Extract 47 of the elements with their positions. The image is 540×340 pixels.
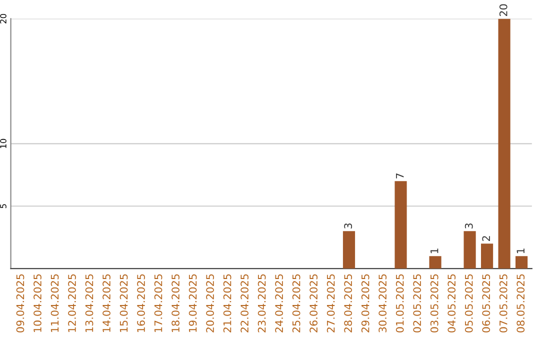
bar bbox=[464, 231, 476, 269]
x-tick-label: 13.04.2025 bbox=[85, 274, 94, 332]
x-tick-label: 01.05.2025 bbox=[396, 274, 404, 332]
data-label: 1 bbox=[516, 248, 524, 254]
x-tick-label: 03.05.2025 bbox=[430, 274, 438, 332]
x-tick-label: 15.04.2025 bbox=[120, 274, 128, 332]
x-tick-label: 11.04.2025 bbox=[50, 274, 59, 332]
x-tick-label: 24.04.2025 bbox=[275, 274, 283, 332]
data-label: 3 bbox=[344, 223, 352, 228]
x-tick-label: 19.04.2025 bbox=[188, 274, 197, 332]
bar bbox=[394, 181, 407, 269]
x-tick-label: 09.04.2025 bbox=[16, 274, 24, 332]
y-tick-label: 20 bbox=[0, 14, 6, 24]
data-label: 2 bbox=[482, 236, 490, 241]
bar bbox=[481, 244, 494, 269]
data-label: 20 bbox=[499, 4, 508, 16]
x-tick-label: 04.05.2025 bbox=[448, 274, 456, 332]
data-label: 1 bbox=[430, 248, 438, 254]
x-tick-label: 10.04.2025 bbox=[34, 274, 42, 332]
x-tick-label: 07.05.2025 bbox=[499, 274, 508, 332]
x-tick-label: 16.04.2025 bbox=[137, 274, 145, 332]
y-tick-label: 5 bbox=[0, 204, 6, 208]
data-label: 3 bbox=[464, 223, 473, 228]
bar bbox=[429, 256, 442, 269]
x-tick-label: 26.04.2025 bbox=[310, 274, 318, 332]
data-label: 7 bbox=[396, 174, 404, 178]
x-tick-label: 18.04.2025 bbox=[172, 274, 180, 332]
x-tick-label: 22.04.2025 bbox=[240, 274, 248, 332]
x-tick-label: 27.04.2025 bbox=[326, 274, 335, 332]
x-tick-label: 02.05.2025 bbox=[413, 274, 422, 332]
x-tick-label: 12.04.2025 bbox=[68, 274, 76, 332]
x-tick-label: 17.04.2025 bbox=[154, 274, 162, 332]
bar bbox=[342, 231, 356, 269]
x-tick-label: 14.04.2025 bbox=[102, 274, 110, 332]
x-tick-label: 23.04.2025 bbox=[258, 274, 266, 332]
x-tick-label: 28.04.2025 bbox=[344, 274, 352, 332]
x-tick-label: 25.04.2025 bbox=[292, 274, 300, 332]
x-tick-label: 05.05.2025 bbox=[464, 274, 473, 332]
x-tick-label: 08.05.2025 bbox=[516, 274, 525, 332]
bar bbox=[498, 18, 510, 269]
x-tick-label: 30.04.2025 bbox=[378, 274, 387, 332]
x-tick-label: 21.04.2025 bbox=[223, 274, 232, 332]
x-tick-label: 29.04.2025 bbox=[361, 274, 370, 332]
x-tick-label: 06.05.2025 bbox=[482, 274, 490, 332]
x-tick-label: 20.04.2025 bbox=[206, 274, 214, 332]
y-tick-label: 10 bbox=[0, 138, 6, 148]
bar bbox=[516, 256, 528, 269]
